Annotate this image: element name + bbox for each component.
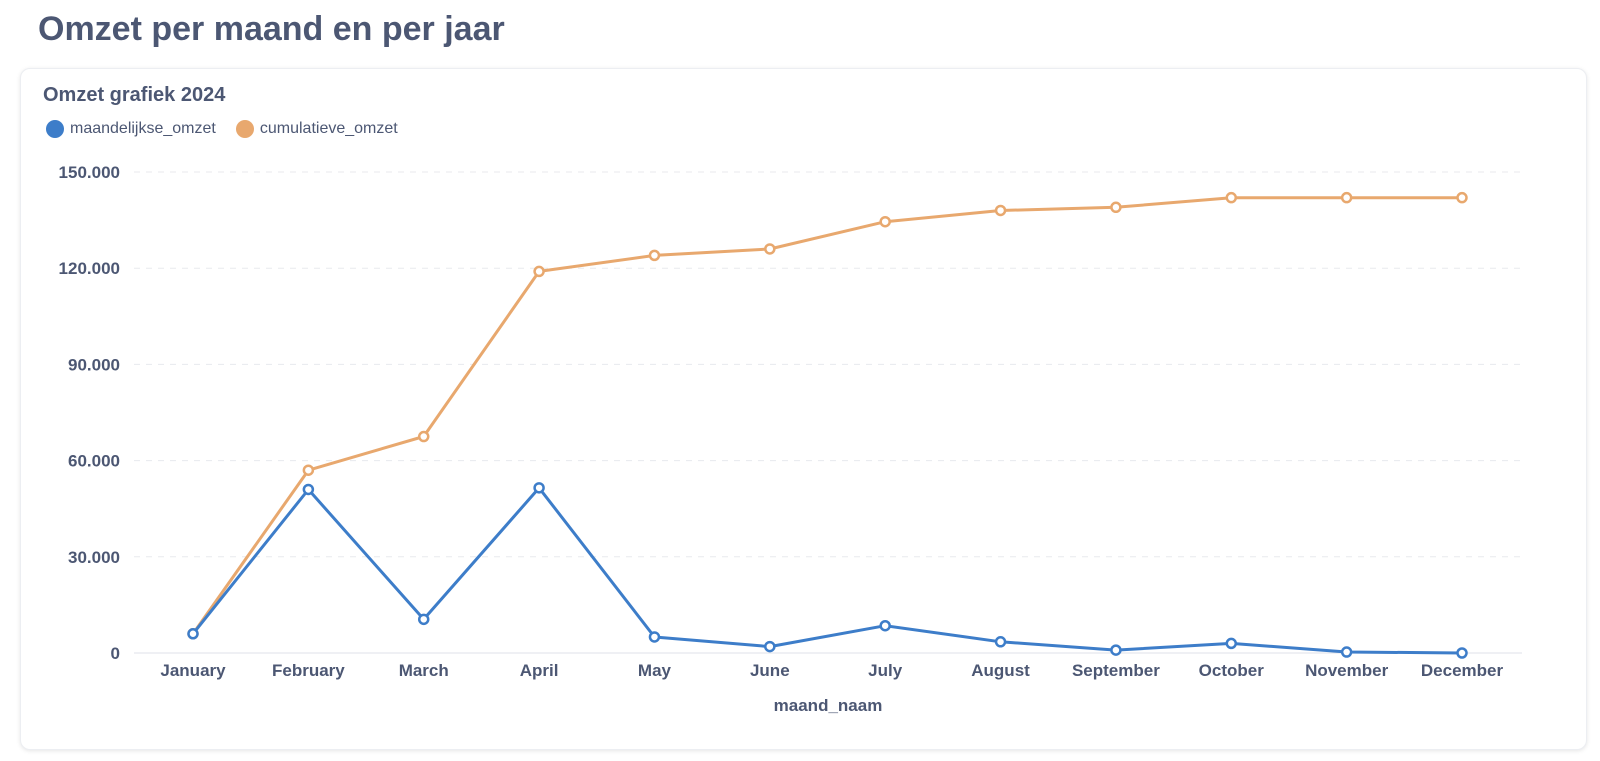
chart-card [20, 68, 1587, 750]
page-title: Omzet per maand en per jaar [38, 10, 505, 48]
data-point-maandelijkse-omzet [1110, 644, 1122, 656]
y-tick-label: 0 [111, 644, 120, 663]
y-tick-label: 30.000 [68, 548, 120, 567]
y-tick-label: 90.000 [68, 355, 120, 374]
series-line-maandelijkse-omzet [191, 486, 1464, 655]
legend-item-maandelijkse-omzet[interactable]: maandelijkse_omzet [46, 120, 216, 138]
data-point-cumulatieve-omzet [1456, 191, 1468, 204]
data-point-cumulatieve-omzet [1225, 191, 1238, 204]
x-tick-label: July [868, 661, 903, 680]
data-point-maandelijkse-omzet [994, 636, 1007, 648]
data-point-maandelijkse-omzet [764, 640, 776, 653]
series-maandelijkse-omzet [187, 482, 1468, 659]
chart-legend: maandelijkse_omzet cumulatieve_omzet [46, 120, 418, 138]
data-point-cumulatieve-omzet [417, 430, 430, 443]
data-point-cumulatieve-omzet [879, 215, 891, 228]
x-axis-title: maand_naam [774, 696, 883, 715]
y-tick-label: 120.000 [59, 259, 120, 278]
y-tick-label: 60.000 [68, 452, 120, 471]
series-layer [187, 191, 1468, 659]
x-tick-label: September [1072, 661, 1160, 680]
data-point-cumulatieve-omzet [302, 464, 315, 476]
x-tick-label: August [971, 661, 1030, 680]
data-point-cumulatieve-omzet [648, 249, 661, 262]
grid-layer [134, 171, 1522, 654]
legend-dot-maandelijkse-omzet [46, 120, 64, 138]
data-point-maandelijkse-omzet [648, 631, 661, 643]
data-point-cumulatieve-omzet [764, 243, 776, 255]
legend-item-cumulatieve-omzet[interactable]: cumulatieve_omzet [235, 120, 398, 138]
x-tick-label: March [399, 661, 449, 680]
data-point-maandelijkse-omzet [879, 619, 891, 632]
data-point-cumulatieve-omzet [533, 265, 545, 278]
data-point-maandelijkse-omzet [187, 628, 199, 640]
data-point-maandelijkse-omzet [1340, 646, 1353, 658]
data-point-maandelijkse-omzet [1225, 637, 1238, 650]
y-axis: 0 30.000 60.000 90.000 120.000 150.000 [59, 163, 120, 663]
x-tick-label: April [520, 661, 559, 680]
data-point-cumulatieve-omzet [1340, 191, 1353, 204]
x-axis: January February March April May June July Augu… [160, 661, 1503, 680]
data-point-maandelijkse-omzet [1456, 647, 1468, 659]
x-tick-label: December [1421, 661, 1504, 680]
x-tick-label: February [272, 661, 345, 680]
y-tick-label: 150.000 [59, 163, 120, 182]
x-tick-label: October [1199, 661, 1265, 680]
series-line-cumulatieve-omzet [191, 196, 1464, 636]
data-point-maandelijkse-omzet [302, 483, 315, 496]
data-point-maandelijkse-omzet [533, 482, 545, 494]
x-tick-label: May [638, 661, 672, 680]
legend-label-maandelijkse-omzet: maandelijkse_omzet [70, 120, 216, 137]
data-point-maandelijkse-omzet [417, 613, 430, 626]
x-tick-label: January [160, 661, 226, 680]
x-tick-label: November [1305, 661, 1389, 680]
x-tick-label: June [750, 661, 790, 680]
data-point-cumulatieve-omzet [994, 204, 1007, 217]
legend-label-cumulatieve-omzet: cumulatieve_omzet [259, 120, 398, 137]
chart-title[interactable]: Omzet grafiek 2024 [43, 84, 226, 106]
data-point-cumulatieve-omzet [1110, 201, 1122, 214]
legend-dot-cumulatieve-omzet [235, 120, 254, 138]
